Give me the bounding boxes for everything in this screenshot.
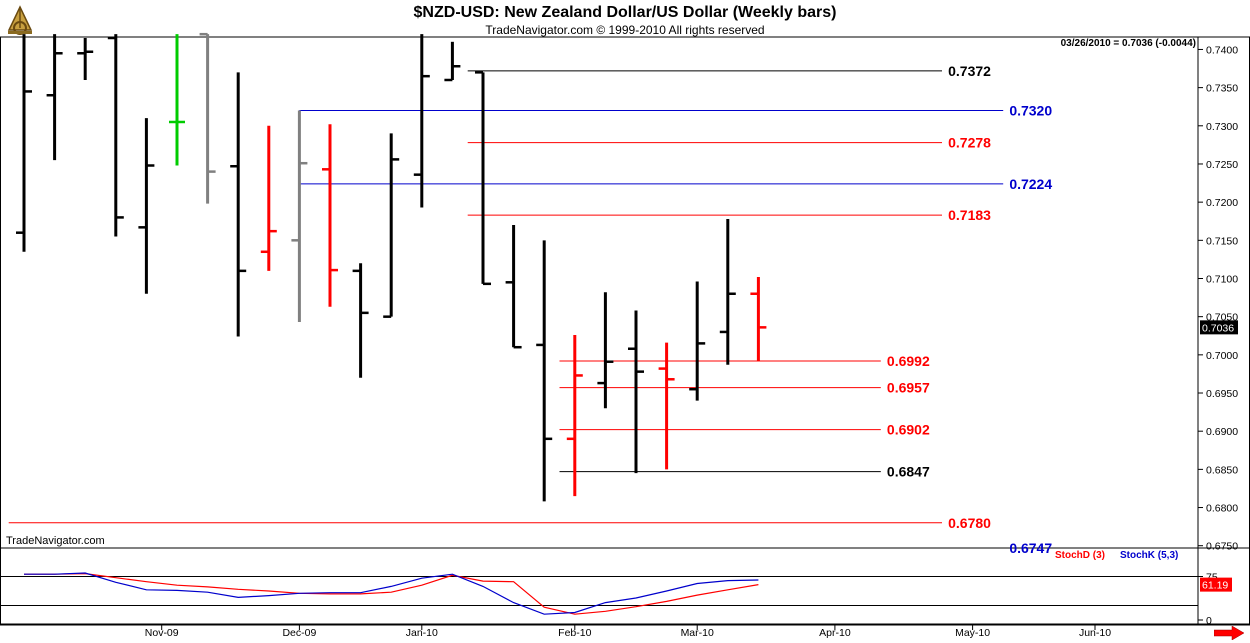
plot-border [0, 36, 1250, 625]
y-tick-label: 0.7350 [1206, 83, 1238, 95]
level-label: 0.6992 [887, 353, 930, 369]
legend-stochk: StochK (5,3) [1120, 550, 1179, 561]
last-price-box [1200, 320, 1238, 335]
y-tick-label: 0.6750 [1206, 541, 1238, 553]
level-label: 0.6902 [887, 422, 930, 438]
ohlc-bar [107, 34, 124, 237]
y-tick-label: 0.6800 [1206, 503, 1238, 515]
stoch-y-tick-label: 75 [1206, 572, 1218, 584]
ohlc-bar [413, 34, 430, 208]
stoch-y-tick-label: 0 [1206, 615, 1212, 627]
stochk-line [24, 572, 759, 615]
y-tick-label: 0.7300 [1206, 121, 1238, 133]
level-label: 0.7183 [948, 207, 991, 223]
level-label: 0.6780 [948, 515, 991, 531]
sextant-logo-icon [7, 5, 33, 35]
ohlc-bar [77, 38, 94, 80]
ohlc-bar [383, 133, 400, 318]
x-tick-label: Feb-10 [558, 627, 591, 639]
scroll-right-arrow-icon[interactable] [1214, 626, 1244, 640]
ohlc-bar [46, 34, 63, 161]
ohlc-bar [291, 110, 308, 323]
chart-title: $NZD-USD: New Zealand Dollar/US Dollar (… [413, 4, 837, 21]
y-tick-label: 0.6900 [1206, 426, 1238, 438]
stochd-line [24, 572, 759, 615]
ohlc-bar [536, 240, 553, 502]
y-tick-label: 0.7400 [1206, 44, 1238, 56]
ohlc-bar [230, 72, 247, 337]
y-tick-label: 0.6950 [1206, 388, 1238, 400]
level-label: 0.6847 [887, 464, 930, 480]
y-tick-label: 0.7000 [1206, 350, 1238, 362]
x-tick-label: Dec-09 [282, 627, 316, 639]
watermark-text: TradeNavigator.com [6, 535, 105, 547]
x-tick-label: Apr-10 [819, 627, 851, 639]
ohlc-bar [597, 292, 614, 409]
ohlc-bar [352, 263, 369, 378]
x-tick-label: Nov-09 [145, 627, 179, 639]
last-price-label: 0.7036 [1202, 322, 1234, 334]
x-tick-label: Jun-10 [1079, 627, 1111, 639]
ohlc-bar [199, 32, 216, 204]
level-label: 0.7224 [1009, 176, 1052, 192]
level-label: 0.7278 [948, 135, 991, 151]
x-tick-label: May-10 [955, 627, 990, 639]
ohlc-bar [16, 34, 32, 252]
stoch-last-box [1200, 577, 1232, 592]
ohlc-bar [505, 225, 522, 349]
ohlc-bar [260, 125, 277, 271]
ohlc-bar [322, 124, 338, 307]
chart-subtitle: TradeNavigator.com © 1999-2010 All right… [485, 23, 765, 37]
level-label: 0.7320 [1009, 103, 1052, 119]
ohlc-bar [138, 118, 155, 294]
ohlc-bar [169, 34, 185, 166]
y-tick-label: 0.7250 [1206, 159, 1238, 171]
x-tick-label: Jan-10 [406, 627, 438, 639]
ohlc-bar [566, 334, 583, 497]
ohlc-bar [444, 41, 461, 82]
level-label: 0.6957 [887, 380, 930, 396]
ohlc-bar [658, 342, 675, 470]
y-tick-label: 0.6850 [1206, 464, 1238, 476]
y-tick-label: 0.7150 [1206, 235, 1238, 247]
ohlc-bar [719, 218, 736, 365]
ohlc-bar [750, 276, 767, 361]
stoch-last-label: 61.19 [1202, 580, 1228, 592]
ohlc-bar [628, 310, 644, 474]
level-label: 0.6747 [1009, 540, 1052, 556]
y-tick-label: 0.7100 [1206, 273, 1238, 285]
ohlc-bar [475, 71, 491, 286]
last-quote: 03/26/2010 = 0.7036 (-0.0044) [1060, 38, 1196, 49]
level-label: 0.7372 [948, 63, 991, 79]
y-tick-label: 0.7200 [1206, 197, 1238, 209]
x-tick-label: Mar-10 [681, 627, 714, 639]
legend-stochd: StochD (3) [1055, 550, 1105, 561]
ohlc-bar [689, 281, 706, 401]
